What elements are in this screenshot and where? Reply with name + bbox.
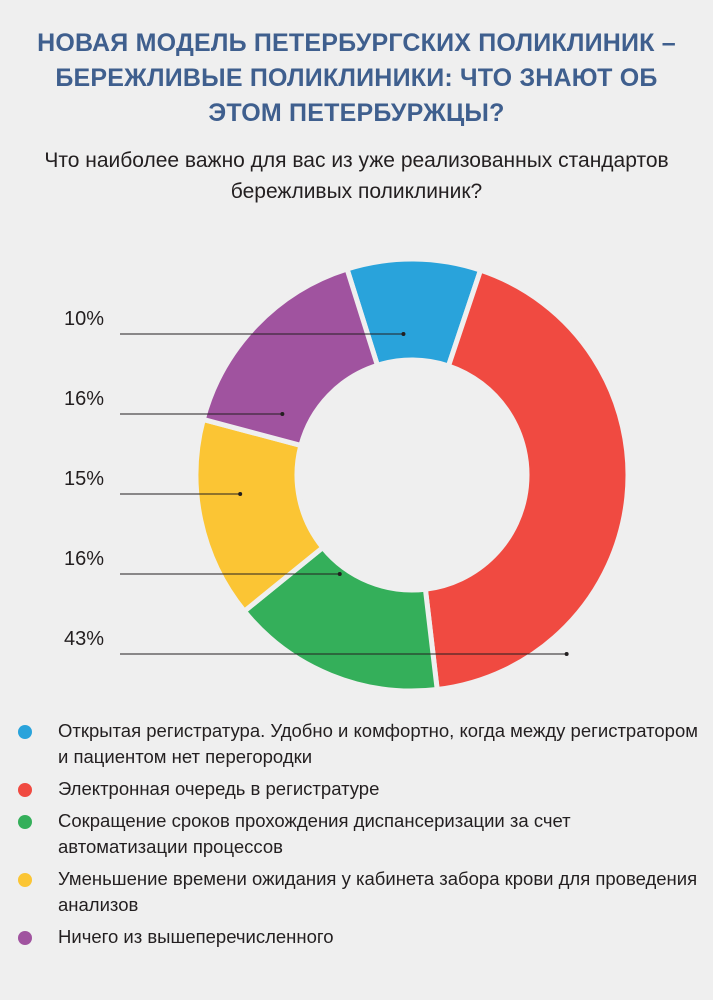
legend-item-none: Ничего из вышеперечисленного (18, 924, 698, 950)
legend-label-open-registry: Открытая регистратура. Удобно и комфортн… (58, 718, 698, 770)
value-label-blood-test-wait: 15% (64, 468, 104, 490)
value-label-none: 16% (64, 388, 104, 410)
legend-item-electronic-queue: Электронная очередь в регистратуре (18, 776, 698, 802)
value-label-electronic-queue: 43% (64, 628, 104, 650)
legend-label-electronic-queue: Электронная очередь в регистратуре (58, 776, 379, 802)
legend-label-dispensary: Сокращение сроков прохождения диспансери… (58, 808, 698, 860)
legend-label-blood-test-wait: Уменьшение времени ожидания у кабинета з… (58, 866, 698, 918)
legend-marker-dispensary (18, 815, 32, 829)
legend-item-open-registry: Открытая регистратура. Удобно и комфортн… (18, 718, 698, 770)
chart-legend: Открытая регистратура. Удобно и комфортн… (18, 718, 698, 956)
leader-dot-blood-test-wait (238, 492, 242, 496)
legend-marker-electronic-queue (18, 783, 32, 797)
value-label-open-registry: 10% (64, 308, 104, 330)
leader-dot-none (280, 412, 284, 416)
donut-chart: 10% 16% 15% 16% 43% (0, 0, 713, 710)
value-label-dispensary: 16% (64, 548, 104, 570)
legend-marker-open-registry (18, 725, 32, 739)
leader-dot-open-registry (401, 332, 405, 336)
leader-dot-dispensary (338, 572, 342, 576)
legend-item-dispensary: Сокращение сроков прохождения диспансери… (18, 808, 698, 860)
leader-dot-electronic-queue (565, 652, 569, 656)
legend-item-blood-test-wait: Уменьшение времени ожидания у кабинета з… (18, 866, 698, 918)
donut-slice-none (203, 269, 377, 445)
legend-marker-none (18, 931, 32, 945)
legend-label-none: Ничего из вышеперечисленного (58, 924, 334, 950)
legend-marker-blood-test-wait (18, 873, 32, 887)
